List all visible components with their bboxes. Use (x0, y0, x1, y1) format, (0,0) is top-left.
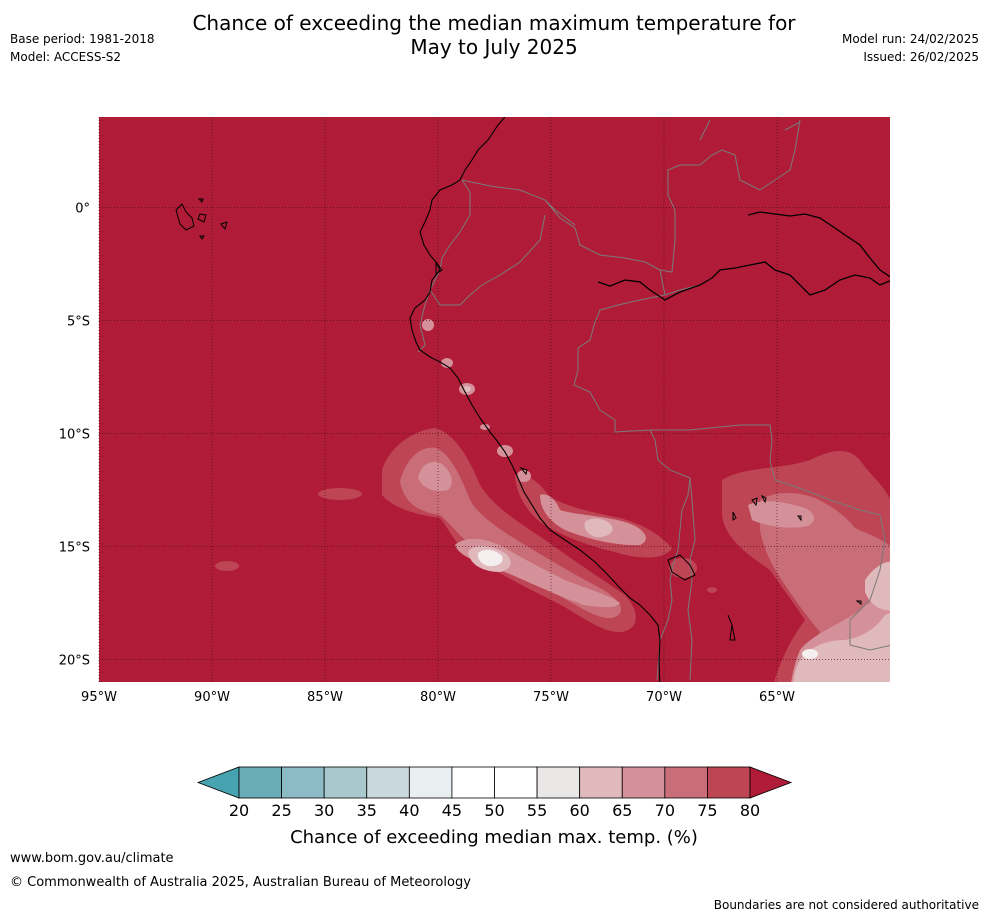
colorbar-title: Chance of exceeding median max. temp. (%… (290, 827, 698, 848)
footer-note: Boundaries are not considered authoritat… (713, 898, 979, 912)
colorbar-segment (579, 766, 623, 799)
footer-url[interactable]: www.bom.gov.au/climate (10, 851, 174, 866)
lon-label: 65°W (759, 690, 795, 705)
lon-label: 85°W (307, 690, 343, 705)
colorbar-segment (664, 766, 708, 799)
longitude-labels: 95°W 90°W 85°W 80°W 75°W 70°W 65°W (81, 690, 795, 705)
colorbar-over-arrow (749, 766, 793, 799)
anomaly-spot-inland (707, 587, 717, 593)
lon-label: 90°W (194, 690, 230, 705)
anomaly-spot-3-core (463, 386, 471, 392)
colorbar-segment (536, 766, 581, 799)
colorbar-segment (323, 766, 368, 799)
colorbar-under-arrow (196, 766, 240, 799)
lon-label: 95°W (81, 690, 117, 705)
anomaly-spot-5 (497, 445, 513, 457)
colorbar-segments (238, 766, 751, 799)
colorbar-segment (707, 766, 751, 799)
map-area (99, 117, 890, 682)
anomaly-70-offshore (400, 447, 622, 619)
lon-label: 75°W (533, 690, 569, 705)
colorbar: 20 25 30 35 40 45 50 55 60 65 70 75 80 Chance of exc… (196, 766, 793, 848)
coastline-amazon (597, 211, 890, 301)
anomaly-55-offshore (477, 549, 503, 567)
anomaly-55-east (802, 649, 818, 659)
lon-label: 80°W (420, 690, 456, 705)
colorbar-tick-label: 30 (314, 801, 334, 820)
latitude-labels: 0° 5°S 10°S 15°S 20°S (59, 201, 90, 668)
probability-anomaly-layers (215, 319, 890, 682)
colorbar-tick-label: 50 (484, 801, 504, 820)
anomaly-65-north-blob (418, 461, 452, 492)
anomaly-60-coastal (584, 518, 613, 538)
issued-text: Issued: 26/02/2025 (863, 50, 979, 64)
lat-label: 20°S (59, 653, 90, 668)
anomaly-spot-6 (517, 470, 531, 482)
lat-label: 5°S (67, 314, 90, 329)
anomaly-spot-titicaca (669, 558, 697, 578)
metadata-right: Model run: 24/02/2025 Issued: 26/02/2025 (842, 30, 979, 66)
anomaly-65-east (748, 501, 815, 528)
colorbar-tick-label: 60 (569, 801, 589, 820)
colorbar-tick-label: 75 (697, 801, 717, 820)
colorbar-tick-label: 80 (740, 801, 760, 820)
title-line-2: May to July 2025 (410, 35, 578, 59)
footer-copyright: © Commonwealth of Australia 2025, Austra… (10, 875, 471, 890)
colorbar-tick-label: 40 (399, 801, 419, 820)
map-title: Chance of exceeding the median maximum t… (0, 11, 988, 59)
anomaly-60-east-south (793, 612, 890, 682)
colorbar-tick-label: 20 (229, 801, 249, 820)
lake-titicaca-and-islands (435, 260, 862, 641)
colorbar-tick-label: 35 (357, 801, 377, 820)
border-lines (417, 119, 890, 681)
colorbar-tick-label: 65 (612, 801, 632, 820)
island-galapagos (175, 198, 228, 240)
lat-label: 10°S (59, 427, 90, 442)
title-line-1: Chance of exceeding the median maximum t… (192, 11, 796, 35)
colorbar-tick-label: 25 (271, 801, 291, 820)
colorbar-segment (621, 766, 666, 799)
model-run-text: Model run: 24/02/2025 (841, 32, 979, 46)
colorbar-tick-label: 70 (655, 801, 675, 820)
anomaly-spot-west-2 (215, 561, 239, 571)
map-outlines (175, 117, 890, 682)
colorbar-segment (366, 766, 410, 799)
colorbar-tick-labels: 20 25 30 35 40 45 50 55 60 65 70 75 80 (229, 801, 760, 820)
lon-label: 70°W (646, 690, 682, 705)
anomaly-spot-1 (422, 319, 434, 331)
colorbar-segment (238, 766, 282, 799)
lat-label: 0° (75, 201, 90, 216)
coastline-south-america (409, 117, 661, 682)
map-gridlines (98, 117, 890, 682)
anomaly-spot-2 (441, 358, 453, 368)
anomaly-60-east-edge (865, 561, 890, 611)
anomaly-spot-west-1 (318, 488, 362, 500)
metadata-left: Base period: 1981-2018 Model: ACCESS-S2 (10, 30, 155, 66)
colorbar-segment (408, 766, 453, 799)
model-text: Model: ACCESS-S2 (10, 50, 122, 64)
colorbar-segment (451, 766, 495, 799)
base-period-text: Base period: 1981-2018 (10, 32, 155, 46)
lat-label: 15°S (59, 540, 90, 555)
colorbar-segment (281, 766, 325, 799)
colorbar-tick-label: 45 (442, 801, 462, 820)
anomaly-65-south-coast (575, 594, 615, 607)
colorbar-tick-label: 55 (527, 801, 547, 820)
colorbar-segment (494, 766, 538, 799)
